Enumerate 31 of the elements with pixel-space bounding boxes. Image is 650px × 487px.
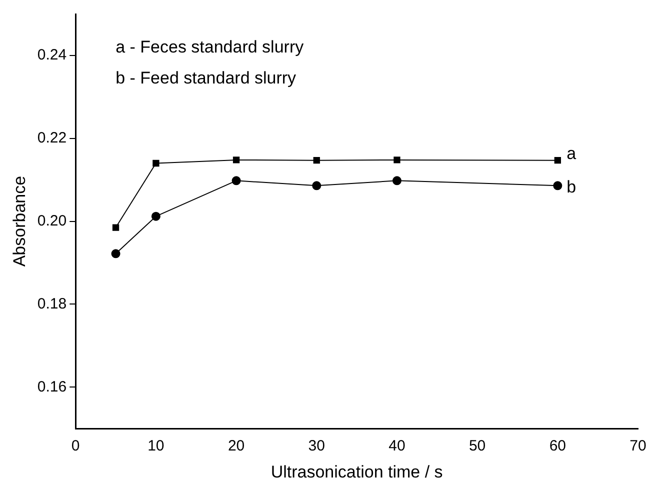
y-tick-label: 0.16 — [37, 378, 67, 396]
point — [392, 176, 402, 186]
y-tick-label: 0.22 — [37, 130, 67, 147]
series-label: b — [566, 177, 576, 196]
x-tick-label: 20 — [228, 438, 245, 455]
y-tick-label: 0.24 — [37, 46, 67, 64]
y-axis-title: Absorbance — [10, 176, 29, 267]
point — [312, 181, 322, 190]
point — [553, 181, 562, 190]
point — [394, 156, 400, 164]
x-tick-label: 60 — [549, 438, 566, 455]
point — [151, 212, 160, 221]
point — [112, 224, 120, 231]
x-axis-title: Ultrasonication time / s — [270, 462, 443, 482]
annotation: a - Feces standard slurry — [116, 38, 304, 57]
x-tick-label: 10 — [148, 438, 164, 455]
series-label: a — [566, 144, 577, 164]
x-tick-label: 0 — [71, 438, 80, 455]
point — [313, 157, 320, 164]
point — [232, 156, 240, 164]
x-tick-label: 70 — [630, 438, 646, 455]
x-tick-label: 30 — [308, 438, 325, 455]
annotation: b - Feed standard slurry — [116, 68, 297, 88]
y-tick-label: 0.20 — [37, 212, 67, 230]
y-tick-label: 0.18 — [37, 295, 67, 312]
point — [232, 176, 241, 186]
x-tick-label: 40 — [388, 438, 406, 455]
point — [152, 160, 160, 167]
point — [554, 157, 561, 164]
point — [111, 249, 120, 258]
x-tick-label: 50 — [468, 438, 486, 455]
